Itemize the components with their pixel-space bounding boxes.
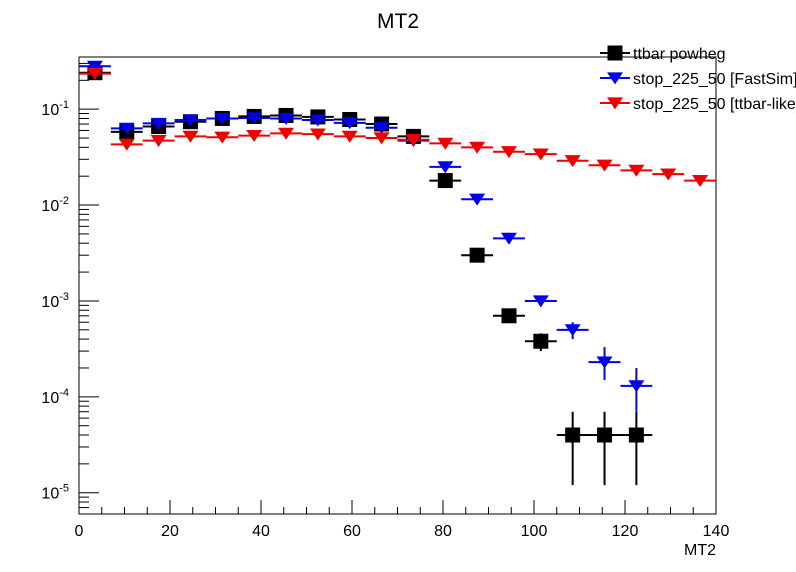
data-point: [500, 232, 517, 245]
data-point: [532, 295, 549, 308]
legend-marker: [607, 72, 623, 85]
data-point: [118, 138, 135, 151]
data-point: [86, 67, 103, 80]
x-tick-label: 80: [434, 523, 452, 540]
series-2: [79, 67, 716, 187]
y-tick-base: 10: [41, 102, 59, 119]
x-tick-label: 100: [521, 523, 548, 540]
data-point: [278, 112, 295, 125]
data-point: [118, 122, 135, 135]
y-tick-base: 10: [41, 486, 59, 503]
legend-label: stop_225_50 [FastSim]: [633, 71, 796, 88]
chart-title: MT2: [377, 10, 419, 33]
data-point: [692, 174, 709, 187]
data-point: [660, 168, 677, 181]
data-point: [150, 135, 167, 148]
data-point: [373, 132, 390, 145]
data-point: [533, 333, 549, 349]
data-point: [182, 114, 199, 127]
legend: ttbar powheg stop_225_50 [FastSim] stop_22…: [79, 45, 796, 113]
x-axis-title: MT2: [684, 542, 716, 559]
legend-marker: [607, 45, 623, 61]
data-point: [628, 380, 645, 393]
data-point: [86, 60, 103, 73]
y-tick-base: 10: [41, 390, 59, 407]
series-1: [79, 60, 653, 412]
data-point: [246, 112, 263, 125]
data-point: [214, 112, 231, 125]
data-point: [437, 161, 454, 174]
legend-marker: [607, 97, 623, 110]
data-point: [596, 159, 613, 172]
data-point: [628, 164, 645, 177]
legend-label: stop_225_50 [ttbar-like]: [633, 96, 796, 113]
y-tick-label: 10-3: [41, 291, 69, 311]
data-point: [565, 427, 581, 443]
y-tick-label: 10-5: [41, 483, 69, 503]
data-point: [469, 247, 485, 263]
y-tick-exponent: -4: [59, 387, 69, 399]
y-tick-exponent: -5: [59, 483, 69, 495]
y-tick-label: 10-4: [41, 387, 69, 407]
x-tick-label: 120: [612, 523, 639, 540]
data-point: [597, 427, 613, 443]
y-tick-exponent: -2: [59, 195, 69, 207]
data-point: [405, 134, 422, 147]
data-point: [564, 155, 581, 168]
legend-label: ttbar powheg: [633, 46, 726, 63]
data-point: [500, 146, 517, 159]
data-marks: [79, 60, 716, 486]
data-point: [564, 324, 581, 337]
data-point: [341, 130, 358, 143]
x-tick-label: 0: [75, 523, 84, 540]
data-point: [501, 308, 517, 324]
data-point: [437, 173, 453, 189]
data-point: [628, 427, 644, 443]
data-point: [469, 141, 486, 154]
x-tick-label: 20: [161, 523, 179, 540]
x-tick-label: 140: [703, 523, 730, 540]
y-tick-base: 10: [41, 198, 59, 215]
data-point: [373, 122, 390, 135]
data-point: [309, 128, 326, 141]
data-point: [278, 127, 295, 140]
data-point: [309, 114, 326, 127]
x-tick-label: 60: [343, 523, 361, 540]
data-point: [469, 193, 486, 206]
y-tick-exponent: -1: [59, 99, 69, 111]
data-point: [596, 356, 613, 369]
y-tick-base: 10: [41, 294, 59, 311]
data-point: [214, 131, 231, 144]
y-tick-label: 10-2: [41, 195, 69, 215]
x-tick-label: 40: [252, 523, 270, 540]
data-point: [182, 130, 199, 143]
data-point: [246, 130, 263, 143]
y-tick-label: 10-1: [41, 99, 69, 119]
data-point: [341, 117, 358, 130]
data-point: [437, 137, 454, 150]
y-tick-exponent: -3: [59, 291, 69, 303]
data-point: [150, 117, 167, 130]
data-point: [532, 148, 549, 161]
